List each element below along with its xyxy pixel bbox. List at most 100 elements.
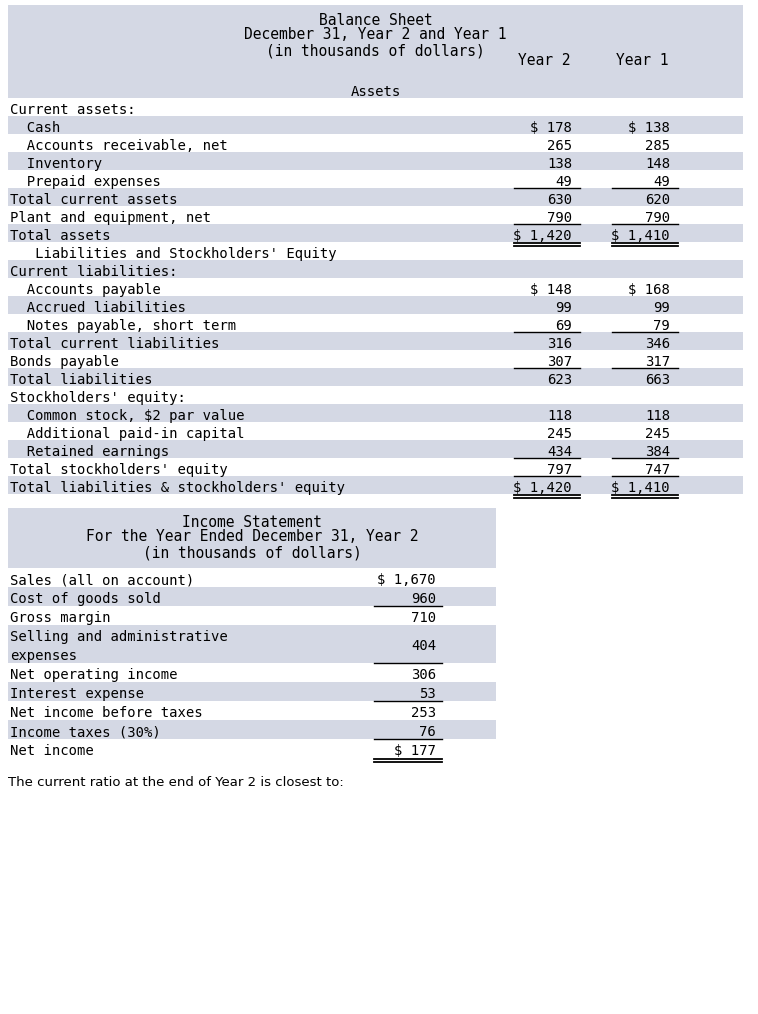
Text: 316: 316 (547, 337, 572, 351)
Bar (8, 134, 743, 152)
Text: $ 1,420: $ 1,420 (513, 229, 572, 242)
Bar (8, 720, 496, 739)
Text: $ 178: $ 178 (530, 121, 572, 135)
Text: Total assets: Total assets (10, 229, 111, 242)
Text: Income taxes (30%): Income taxes (30%) (10, 725, 161, 739)
Bar (8, 80, 743, 98)
Text: 317: 317 (645, 355, 670, 369)
Bar (8, 170, 743, 188)
Text: 148: 148 (645, 157, 670, 170)
Text: Retained earnings: Retained earnings (10, 445, 169, 458)
Bar (8, 350, 743, 368)
Bar (8, 587, 496, 606)
Bar (8, 386, 743, 404)
Bar (8, 739, 496, 758)
Text: Stockholders' equity:: Stockholders' equity: (10, 390, 186, 405)
Text: Prepaid expenses: Prepaid expenses (10, 174, 161, 189)
Text: Gross margin: Gross margin (10, 611, 111, 626)
Text: 49: 49 (556, 174, 572, 189)
Bar (8, 508, 496, 568)
Bar (8, 296, 743, 314)
Text: 346: 346 (645, 337, 670, 351)
Text: 384: 384 (645, 445, 670, 458)
Text: Notes payable, short term: Notes payable, short term (10, 318, 236, 333)
Text: Current liabilities:: Current liabilities: (10, 265, 177, 279)
Text: Net income: Net income (10, 744, 94, 758)
Text: Selling and administrative: Selling and administrative (10, 631, 227, 644)
Text: 253: 253 (411, 707, 436, 720)
Text: Balance Sheet: Balance Sheet (318, 13, 432, 28)
Text: Income Statement: Income Statement (182, 515, 322, 530)
Text: Total liabilities & stockholders' equity: Total liabilities & stockholders' equity (10, 481, 345, 495)
Text: Total current assets: Total current assets (10, 193, 177, 207)
Text: expenses: expenses (10, 649, 77, 663)
Text: 960: 960 (411, 592, 436, 606)
Text: (in thousands of dollars): (in thousands of dollars) (143, 545, 362, 560)
Bar (8, 404, 743, 422)
Text: Total liabilities: Total liabilities (10, 373, 152, 386)
Text: Accrued liabilities: Accrued liabilities (10, 301, 186, 314)
Text: 118: 118 (547, 409, 572, 423)
Bar (8, 188, 743, 206)
Bar (8, 682, 496, 701)
Bar (8, 606, 496, 625)
Bar (8, 568, 496, 587)
Bar (8, 368, 743, 386)
Text: Total stockholders' equity: Total stockholders' equity (10, 462, 227, 477)
Text: 99: 99 (653, 301, 670, 314)
Bar (8, 224, 743, 242)
Bar (8, 458, 743, 476)
Bar (8, 332, 743, 350)
Text: Cash: Cash (10, 121, 60, 135)
Text: 76: 76 (419, 725, 436, 739)
Text: 663: 663 (645, 373, 670, 386)
Text: Common stock, $2 par value: Common stock, $2 par value (10, 409, 245, 423)
Text: 79: 79 (653, 318, 670, 333)
Text: Accounts payable: Accounts payable (10, 283, 161, 297)
Text: Cost of goods sold: Cost of goods sold (10, 592, 161, 606)
Text: 138: 138 (547, 157, 572, 170)
Text: 49: 49 (653, 174, 670, 189)
Text: Year 2: Year 2 (518, 53, 570, 68)
Text: $ 138: $ 138 (628, 121, 670, 135)
Text: Assets: Assets (350, 85, 401, 98)
Text: 623: 623 (547, 373, 572, 386)
Text: 790: 790 (547, 211, 572, 225)
Text: Accounts receivable, net: Accounts receivable, net (10, 139, 227, 153)
Text: 790: 790 (645, 211, 670, 225)
Text: December 31, Year 2 and Year 1: December 31, Year 2 and Year 1 (244, 27, 507, 42)
Text: The current ratio at the end of Year 2 is closest to:: The current ratio at the end of Year 2 i… (8, 776, 343, 789)
Text: Liabilities and Stockholders' Equity: Liabilities and Stockholders' Equity (10, 246, 337, 261)
Text: Net income before taxes: Net income before taxes (10, 707, 202, 720)
Text: Year 1: Year 1 (615, 53, 668, 68)
Text: $ 1,410: $ 1,410 (612, 229, 670, 242)
Text: 118: 118 (645, 409, 670, 423)
Text: Total current liabilities: Total current liabilities (10, 337, 219, 351)
Text: 710: 710 (411, 611, 436, 626)
Bar (8, 5, 743, 80)
Text: $ 1,410: $ 1,410 (612, 481, 670, 495)
Bar (8, 278, 743, 296)
Text: 265: 265 (547, 139, 572, 153)
Text: For the Year Ended December 31, Year 2: For the Year Ended December 31, Year 2 (86, 529, 418, 544)
Text: 53: 53 (419, 687, 436, 702)
Text: $ 148: $ 148 (530, 283, 572, 297)
Text: 245: 245 (645, 427, 670, 441)
Bar (8, 625, 496, 663)
Text: 747: 747 (645, 462, 670, 477)
Bar (8, 116, 743, 134)
Text: $ 177: $ 177 (394, 744, 436, 758)
Text: 797: 797 (547, 462, 572, 477)
Text: 99: 99 (556, 301, 572, 314)
Text: Bonds payable: Bonds payable (10, 355, 119, 369)
Bar (8, 476, 743, 494)
Bar (8, 260, 743, 278)
Text: Inventory: Inventory (10, 157, 102, 170)
Text: 285: 285 (645, 139, 670, 153)
Text: 434: 434 (547, 445, 572, 458)
Text: 620: 620 (645, 193, 670, 207)
Text: (in thousands of dollars): (in thousands of dollars) (266, 43, 485, 58)
Bar (8, 242, 743, 260)
Text: Plant and equipment, net: Plant and equipment, net (10, 211, 211, 225)
Text: 404: 404 (411, 639, 436, 653)
